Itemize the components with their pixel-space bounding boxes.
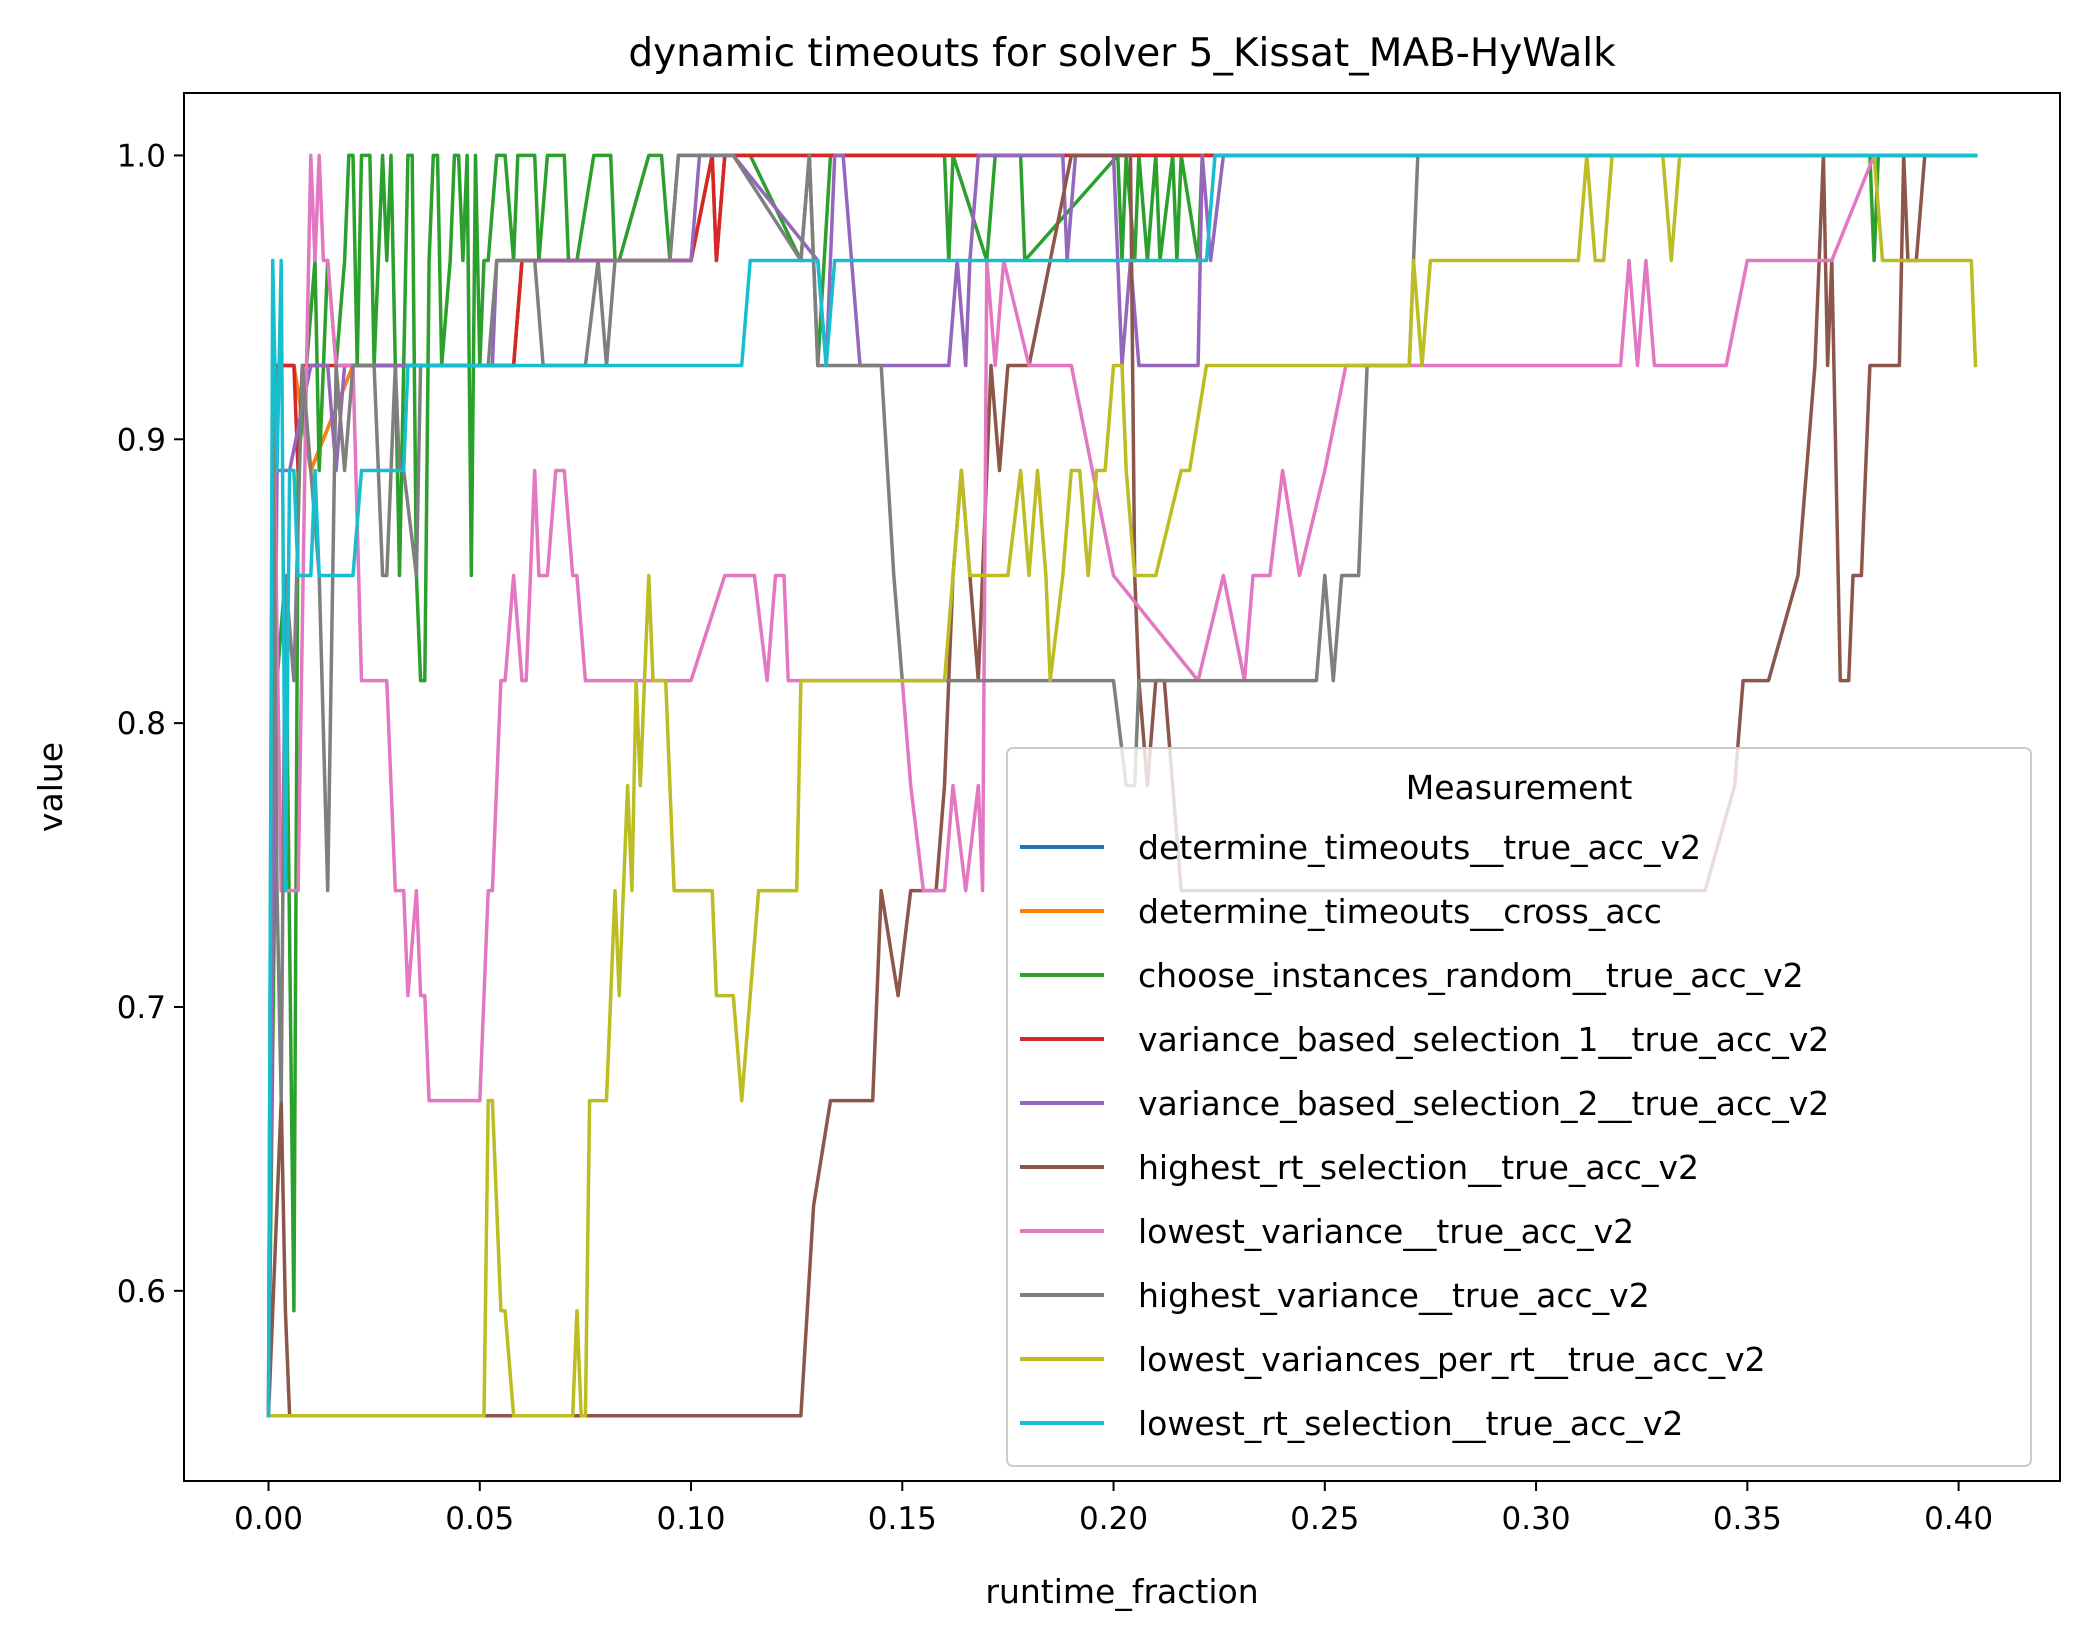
legend-entry-label: lowest_variances_per_rt__true_acc_v2 [1138,1340,1766,1379]
y-axis: 0.6 0.7 0.8 0.9 1.0 [117,138,184,1310]
x-tick-label: 0.10 [657,1501,726,1537]
x-tick-label: 0.35 [1713,1501,1782,1537]
series-line-9 [266,153,1978,1418]
legend-entry-label: lowest_variance__true_acc_v2 [1138,1212,1634,1251]
legend-entry-label: lowest_rt_selection__true_acc_v2 [1138,1404,1683,1443]
legend-entry-label: determine_timeouts__true_acc_v2 [1138,828,1701,867]
x-tick-label: 0.05 [445,1501,514,1537]
legend-entry-label: determine_timeouts__cross_acc [1138,892,1662,931]
legend-entries: determine_timeouts__true_acc_v2 determine… [1020,828,1829,1443]
y-axis-label: value [31,742,70,832]
y-tick-label: 0.6 [117,1274,166,1310]
plot-frame [183,92,2061,1482]
x-tick-label: 0.00 [234,1501,303,1537]
y-tick-label: 0.9 [117,422,166,458]
y-tick-label: 1.0 [117,138,166,174]
legend: Measurement determine_timeouts__true_acc… [1006,747,2032,1467]
series-line-10 [266,153,1978,1418]
legend-entry-label: variance_based_selection_2__true_acc_v2 [1138,1084,1829,1123]
legend-box [1006,747,2032,1467]
x-axis: 0.00 0.05 0.10 0.15 0.20 0.25 0.30 0.35 0.40 [234,1481,1993,1537]
x-tick-label: 0.30 [1502,1501,1571,1537]
x-axis-label: runtime_fraction [985,1572,1258,1611]
series-line-8 [266,153,1978,1418]
series-line-7 [266,153,1978,1418]
legend-entry-label: highest_variance__true_acc_v2 [1138,1276,1650,1315]
legend-title: Measurement [1406,768,1633,807]
legend-entry-label: highest_rt_selection__true_acc_v2 [1138,1148,1699,1187]
series-lines-layer [266,153,1978,1418]
x-tick-label: 0.20 [1079,1501,1148,1537]
legend-entry-label: choose_instances_random__true_acc_v2 [1138,956,1804,995]
y-tick-label: 0.8 [117,706,166,742]
y-tick-label: 0.7 [117,990,166,1026]
legend-entry-label: variance_based_selection_1__true_acc_v2 [1138,1020,1829,1059]
x-tick-label: 0.15 [868,1501,937,1537]
x-tick-label: 0.25 [1290,1501,1359,1537]
plot-lines [266,153,1978,1418]
chart-title: dynamic timeouts for solver 5_Kissat_MAB… [628,31,1616,76]
x-tick-label: 0.40 [1924,1501,1993,1537]
